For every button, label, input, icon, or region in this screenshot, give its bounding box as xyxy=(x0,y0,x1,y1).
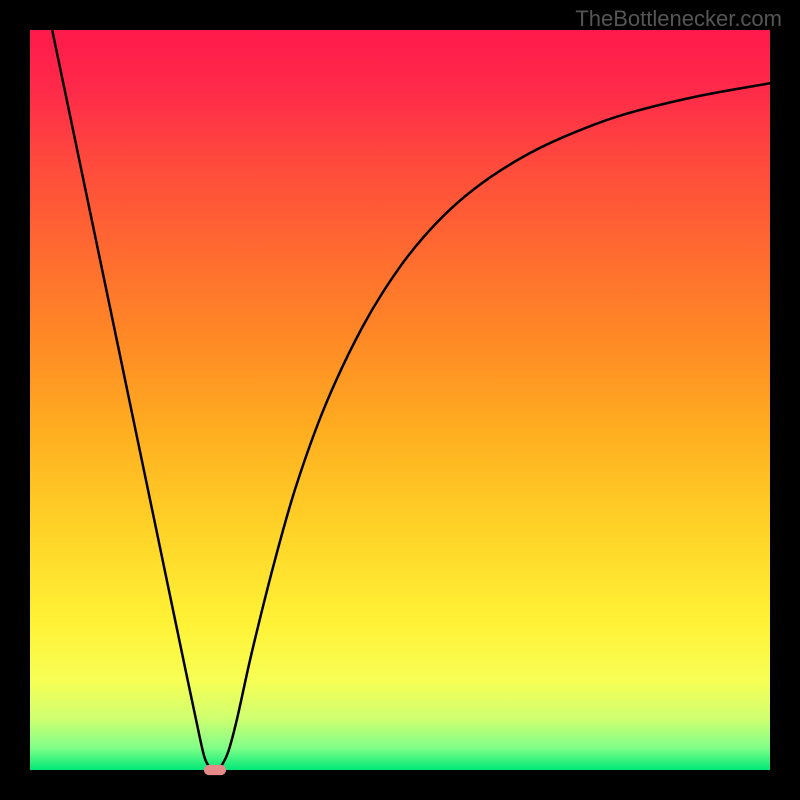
optimal-marker xyxy=(204,765,226,775)
bottleneck-chart xyxy=(0,0,800,800)
chart-container: TheBottlenecker.com xyxy=(0,0,800,800)
watermark-text: TheBottlenecker.com xyxy=(575,6,782,32)
plot-background xyxy=(30,30,770,770)
